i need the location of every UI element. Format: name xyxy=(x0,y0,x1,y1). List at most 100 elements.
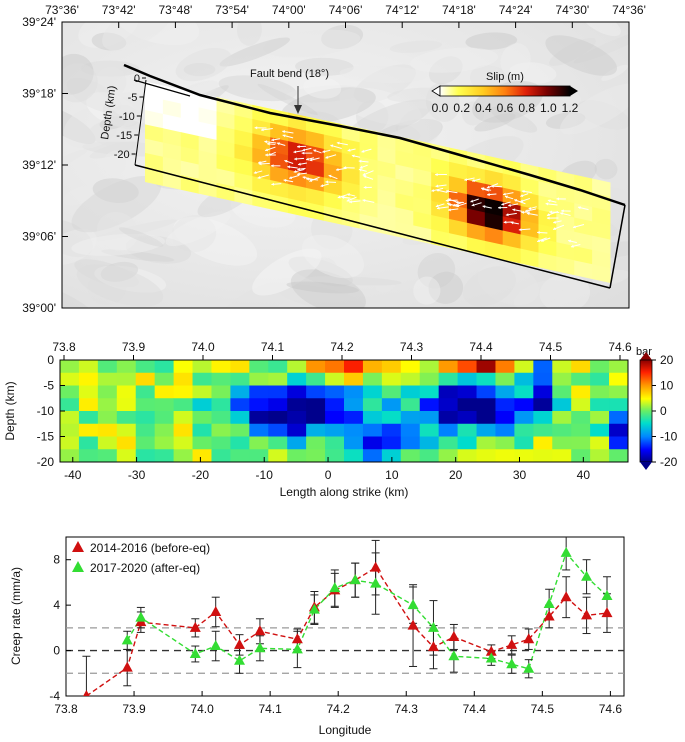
slip-cell xyxy=(484,183,504,203)
stress-cell xyxy=(97,411,118,425)
slip-cell xyxy=(234,143,253,163)
stress-cell xyxy=(495,360,515,374)
stress-cell xyxy=(154,449,175,463)
slip-cell xyxy=(198,121,218,141)
stress-cell xyxy=(135,436,156,450)
data-point xyxy=(560,591,572,602)
stress-cell xyxy=(325,385,345,399)
slip-arrowhead xyxy=(549,210,552,214)
slip-cell xyxy=(323,163,343,182)
slip-cell xyxy=(145,138,164,158)
panel-b-x-tick-label: 0 xyxy=(325,468,332,482)
stress-cell xyxy=(571,372,591,386)
panel-a-x-tick-label: 74°12' xyxy=(385,3,419,17)
data-point xyxy=(523,662,535,673)
slip-cell xyxy=(413,182,432,202)
slip-arrowhead xyxy=(435,204,439,208)
slip-arrowhead xyxy=(253,171,257,175)
stress-cell xyxy=(552,423,572,437)
data-point xyxy=(291,643,303,654)
slip-colorbar-tick-label: 0.4 xyxy=(475,101,492,115)
panel-a-x-tick-label: 73°54' xyxy=(215,3,249,17)
stress-cell xyxy=(287,436,307,450)
stress-cell xyxy=(438,385,459,399)
slip-cell xyxy=(341,152,361,172)
stress-cell xyxy=(400,411,421,425)
slip-arrowhead xyxy=(283,178,287,182)
slip-cell xyxy=(574,246,593,265)
slip-arrowhead xyxy=(328,174,332,178)
stress-cell xyxy=(135,385,156,399)
stress-cell xyxy=(306,385,326,399)
stress-cell xyxy=(173,385,194,399)
stress-cell xyxy=(571,360,591,374)
slip-arrowhead xyxy=(486,185,490,189)
stress-cell xyxy=(381,436,402,450)
slip-cell xyxy=(162,142,182,162)
data-point xyxy=(121,661,133,672)
stress-cell xyxy=(287,449,307,463)
stress-cell xyxy=(400,372,421,386)
stress-cell xyxy=(268,372,288,386)
slip-arrowhead xyxy=(445,199,449,203)
data-point xyxy=(135,611,147,622)
slip-arrowhead xyxy=(309,179,313,182)
panel-a: 73°36' 73°42' 73°48' 73°54' 74°00' 74°06' 74°1… xyxy=(22,3,646,315)
stress-cell xyxy=(97,449,118,463)
panel-c: 73.8 73.9 74.0 74.1 74.2 74.3 74.4 74.5 74.6 -4 0… xyxy=(9,536,625,737)
slip-cell xyxy=(323,191,343,211)
stress-cell xyxy=(552,411,572,425)
stress-cell xyxy=(609,398,629,412)
stress-cell xyxy=(362,436,383,450)
slip-cell xyxy=(449,218,468,238)
slip-colorbar-tick-label: 0.8 xyxy=(518,101,535,115)
stress-cell xyxy=(457,385,478,399)
stress-cell xyxy=(230,398,250,412)
stress-cell xyxy=(419,398,440,412)
panel-b-x-tick-label: 40 xyxy=(577,468,591,482)
stress-cell xyxy=(400,360,421,374)
stress-cell xyxy=(381,411,402,425)
stress-cell xyxy=(135,360,156,374)
slip-arrowhead xyxy=(512,208,516,212)
stress-cell xyxy=(476,398,496,412)
slip-arrowhead xyxy=(521,189,525,193)
stress-cell xyxy=(230,360,250,374)
slip-cell xyxy=(520,205,539,225)
slip-arrowhead xyxy=(553,220,557,224)
stress-cell xyxy=(495,411,515,425)
stress-cell xyxy=(135,449,156,463)
slip-cell xyxy=(288,155,307,175)
stress-cell xyxy=(287,411,307,425)
data-point xyxy=(407,619,419,630)
data-point xyxy=(83,690,90,696)
stress-cell xyxy=(60,411,80,425)
slip-arrowhead xyxy=(337,195,341,199)
slip-cell xyxy=(466,208,486,228)
slip-cell xyxy=(592,178,611,198)
stress-cell xyxy=(78,423,99,437)
panel-c-x-ticks: 73.8 73.9 74.0 74.1 74.2 74.3 74.4 74.5 74.6 xyxy=(54,691,622,716)
stress-cell xyxy=(495,372,515,386)
slip-arrowhead xyxy=(277,142,280,146)
stress-colorbar-tick-label: -10 xyxy=(660,430,678,444)
stress-cell xyxy=(571,385,591,399)
stress-cell xyxy=(609,423,629,437)
slip-arrowhead xyxy=(287,165,291,169)
slip-arrowhead xyxy=(545,202,549,206)
panel-b-top-tick-label: 74.6 xyxy=(608,340,632,354)
slip-arrowhead xyxy=(570,244,574,248)
slip-cell xyxy=(413,225,432,245)
slip-cell xyxy=(359,185,379,204)
stress-cell xyxy=(173,398,194,412)
stress-cell xyxy=(287,372,307,386)
slip-arrowhead xyxy=(322,150,326,154)
stress-cell xyxy=(552,449,572,463)
slip-cell xyxy=(323,205,343,225)
slip-cell xyxy=(538,252,557,272)
panel-b-x-tick-label: -10 xyxy=(256,468,274,482)
stress-cell xyxy=(476,436,496,450)
slip-cell xyxy=(323,148,343,168)
stress-cell xyxy=(249,423,269,437)
